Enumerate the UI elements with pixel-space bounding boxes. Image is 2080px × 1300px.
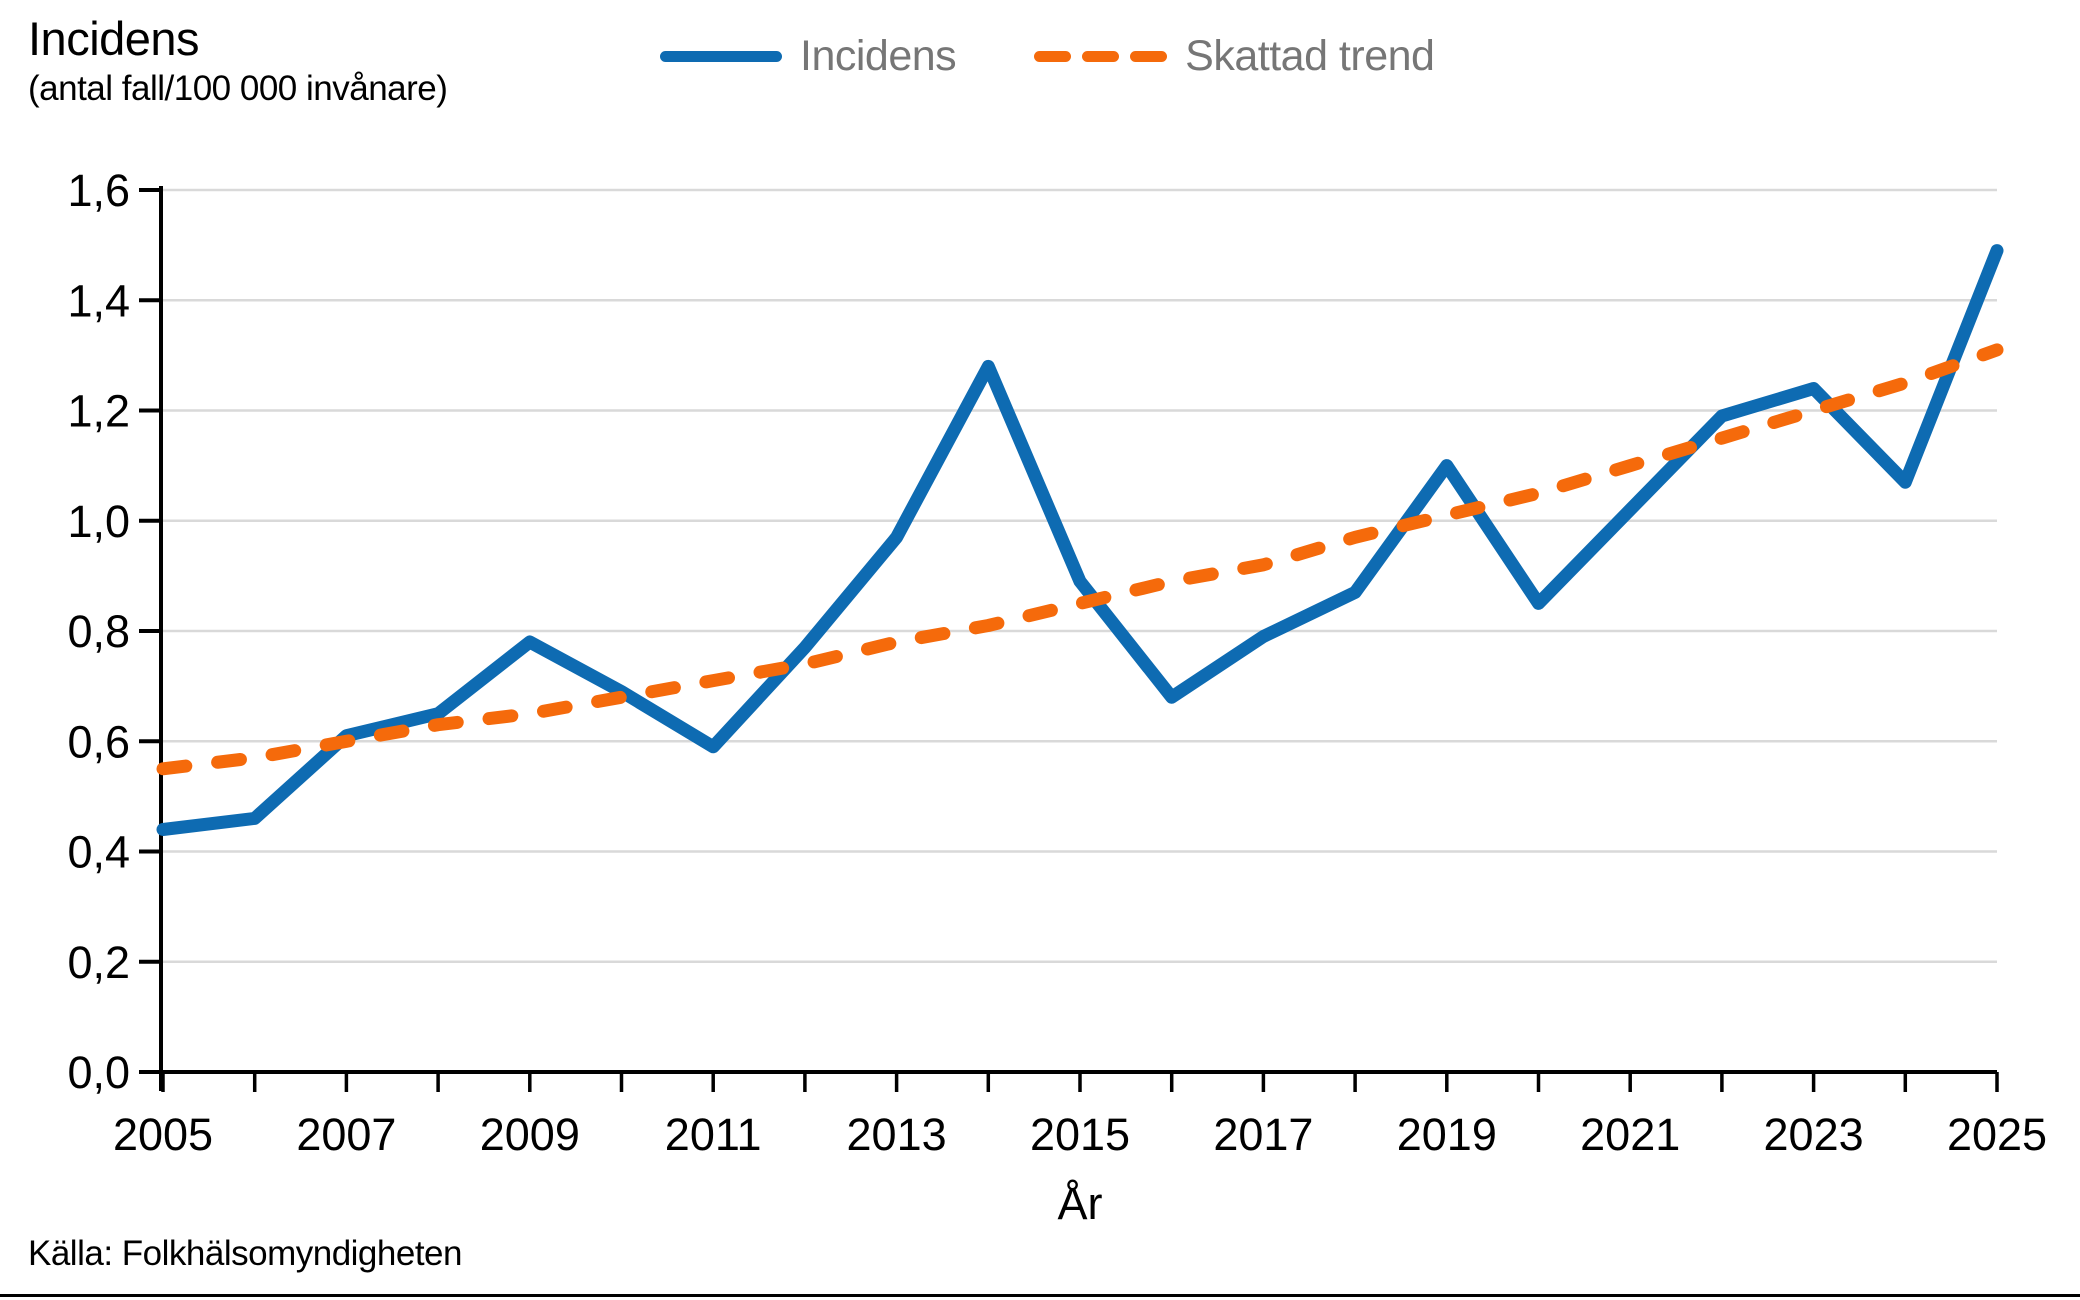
x-tick-label: 2007 bbox=[296, 1109, 396, 1160]
y-axis-subtitle: (antal fall/100 000 invånare) bbox=[28, 69, 448, 109]
y-tick-label: 0,6 bbox=[67, 716, 130, 767]
x-tick-label: 2021 bbox=[1580, 1109, 1680, 1160]
legend-item-incidens: Incidens bbox=[660, 31, 957, 81]
x-tick-label: 2017 bbox=[1213, 1109, 1313, 1160]
x-tick-label: 2011 bbox=[665, 1109, 762, 1160]
trend-series-line bbox=[156, 343, 2004, 776]
y-tick-label: 1,0 bbox=[67, 496, 130, 547]
y-tick-label: 0,4 bbox=[67, 827, 130, 878]
dash-segment bbox=[1034, 50, 1072, 62]
dash-segment bbox=[1130, 50, 1168, 62]
y-axis-title: Incidens bbox=[28, 12, 200, 65]
x-tick-label: 2023 bbox=[1764, 1109, 1864, 1160]
x-tick-label: 2015 bbox=[1030, 1109, 1130, 1160]
y-tick-label: 0,8 bbox=[67, 606, 130, 657]
x-tick-label: 2013 bbox=[847, 1109, 947, 1160]
x-tick-label: 2019 bbox=[1397, 1109, 1497, 1160]
y-tick-label: 0,0 bbox=[67, 1047, 130, 1098]
y-tick-label: 0,2 bbox=[67, 937, 130, 988]
legend-item-skattad-trend: Skattad trend bbox=[1034, 31, 1435, 81]
y-tick-label: 1,6 bbox=[67, 165, 130, 216]
x-tick-label: 2025 bbox=[1947, 1109, 2047, 1160]
trend-dashed-swatch bbox=[1034, 50, 1168, 62]
legend-label-skattad-trend: Skattad trend bbox=[1185, 31, 1435, 80]
x-tick-label: 2005 bbox=[113, 1109, 213, 1160]
x-axis-title: År bbox=[1057, 1178, 1103, 1229]
legend: Incidens Skattad trend bbox=[660, 28, 1435, 84]
legend-label-incidens: Incidens bbox=[800, 31, 957, 80]
chart-title-block: Incidens (antal fall/100 000 invånare) bbox=[28, 12, 448, 112]
y-tick-label: 1,2 bbox=[67, 386, 130, 437]
y-tick-label: 1,4 bbox=[67, 275, 130, 326]
source-note: Källa: Folkhälsomyndigheten bbox=[28, 1234, 462, 1273]
dash-segment bbox=[1082, 50, 1120, 62]
incidens-series-line bbox=[156, 244, 2004, 836]
bottom-divider bbox=[0, 1294, 2080, 1297]
incidens-line-swatch bbox=[660, 50, 782, 62]
x-tick-label: 2009 bbox=[480, 1109, 580, 1160]
